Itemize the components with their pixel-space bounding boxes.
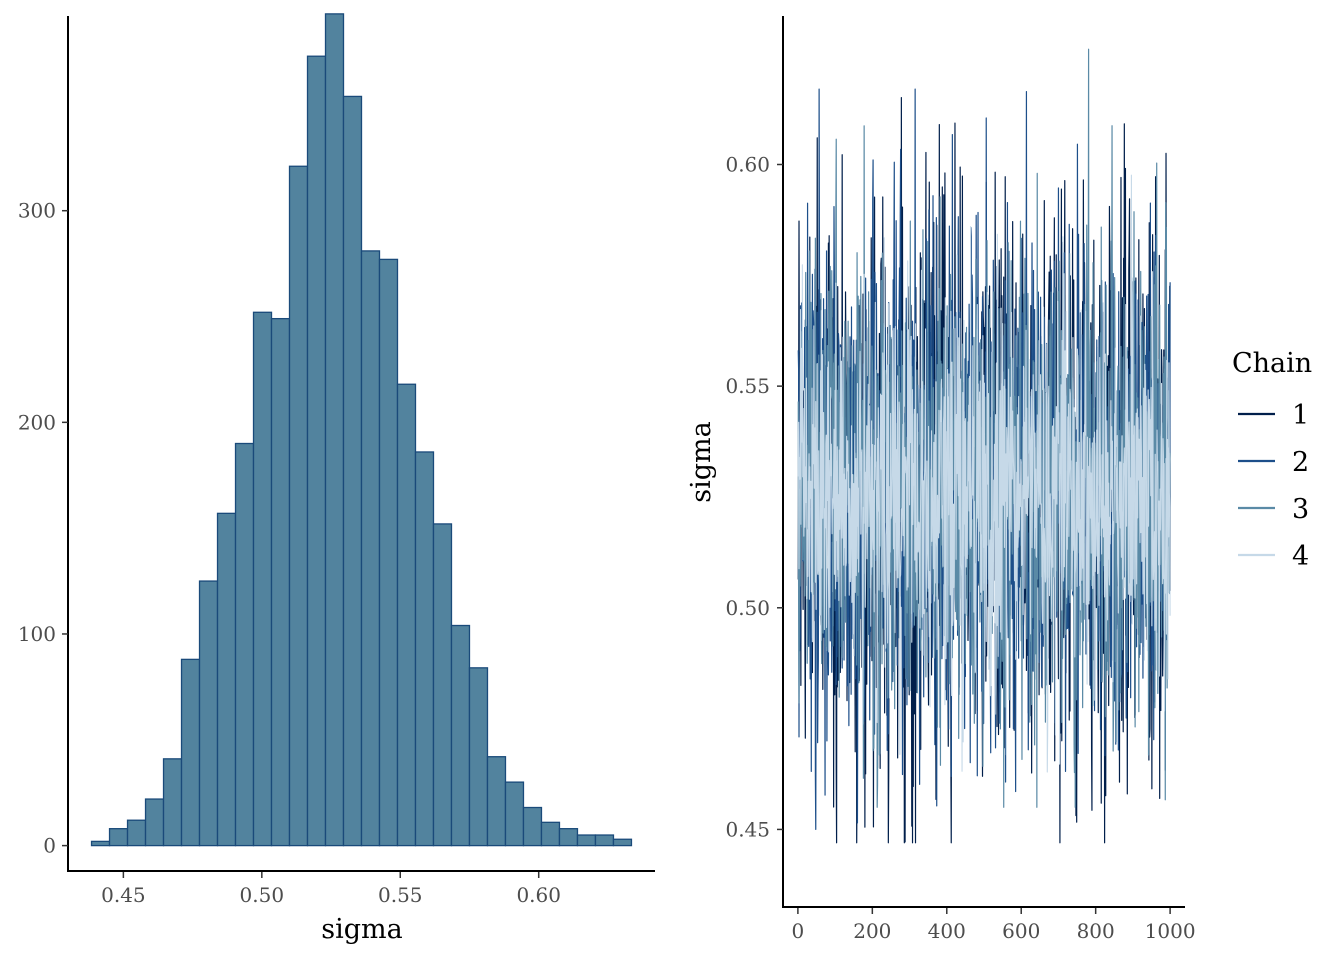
histogram-bar — [180, 658, 201, 847]
histogram-bar — [504, 781, 525, 847]
x-tick-label: 0.45 — [101, 883, 146, 907]
x-tick-label: 200 — [853, 919, 891, 943]
histogram-bar — [126, 819, 147, 847]
histogram-bar — [288, 165, 309, 847]
histogram-bar — [432, 523, 453, 847]
histogram-bar — [576, 834, 597, 847]
legend-label-chain-4: 4 — [1292, 541, 1309, 572]
trace-x-ticks: 0 200 400 600 800 1000 — [792, 908, 1196, 943]
trace-line-chain-4 — [797, 174, 1171, 773]
histogram-bar — [198, 580, 219, 847]
histogram-y-ticks: 0 100 200 300 — [18, 199, 68, 858]
histogram-bar — [486, 756, 507, 847]
histogram-bar — [324, 13, 345, 847]
x-tick-label: 0 — [792, 919, 805, 943]
x-tick-label: 0.60 — [516, 883, 561, 907]
histogram-bar — [144, 798, 165, 847]
histogram-bar — [450, 624, 471, 847]
histogram-bar — [90, 840, 111, 847]
histogram-bar — [594, 834, 615, 847]
histogram-bar — [306, 55, 327, 847]
histogram-bar — [468, 667, 489, 847]
x-tick-label: 800 — [1077, 919, 1115, 943]
legend-items: 1 2 3 4 — [1238, 400, 1309, 572]
trace-panel: 0.45 0.50 0.55 0.60 0 200 400 600 800 1000 sigma — [686, 16, 1196, 943]
histogram-bar — [612, 838, 633, 847]
trace-lines — [797, 48, 1171, 844]
histogram-bar — [270, 317, 291, 847]
y-tick-label: 0 — [43, 834, 56, 858]
legend: Chain 1 2 3 4 — [1232, 348, 1312, 572]
histogram-bar — [360, 250, 381, 847]
histogram-bar — [558, 828, 579, 847]
legend-title: Chain — [1232, 348, 1312, 379]
x-tick-label: 600 — [1002, 919, 1040, 943]
histogram-bar — [396, 383, 417, 847]
y-tick-label: 0.55 — [725, 374, 770, 398]
x-tick-label: 1000 — [1145, 919, 1196, 943]
x-tick-label: 400 — [928, 919, 966, 943]
x-tick-label: 0.55 — [378, 883, 423, 907]
y-tick-label: 100 — [18, 622, 56, 646]
trace-y-ticks: 0.45 0.50 0.55 0.60 — [725, 153, 783, 841]
histogram-bar — [252, 311, 273, 847]
histogram-x-ticks: 0.45 0.50 0.55 0.60 — [101, 872, 561, 907]
y-tick-label: 300 — [18, 199, 56, 223]
histogram-bar — [342, 95, 363, 847]
histogram-x-title: sigma — [321, 914, 402, 945]
y-tick-label: 0.60 — [725, 153, 770, 177]
y-tick-label: 0.45 — [725, 817, 770, 841]
histogram-panel: 0 100 200 300 0.45 0.50 0.55 0.60 sigma — [18, 13, 655, 945]
histogram-bar — [162, 758, 183, 847]
trace-y-title: sigma — [686, 421, 717, 502]
histogram-bars — [90, 13, 633, 847]
y-tick-label: 0.50 — [725, 596, 770, 620]
histogram-bar — [108, 828, 129, 847]
legend-label-chain-1: 1 — [1292, 400, 1309, 431]
histogram-bar — [216, 512, 237, 847]
y-tick-label: 200 — [18, 410, 56, 434]
histogram-bar — [522, 806, 543, 847]
legend-label-chain-3: 3 — [1292, 494, 1309, 525]
histogram-bar — [540, 821, 561, 847]
legend-label-chain-2: 2 — [1292, 447, 1309, 478]
histogram-bar — [414, 451, 435, 847]
histogram-bar — [234, 442, 255, 847]
histogram-bar — [378, 258, 399, 847]
x-tick-label: 0.50 — [240, 883, 285, 907]
